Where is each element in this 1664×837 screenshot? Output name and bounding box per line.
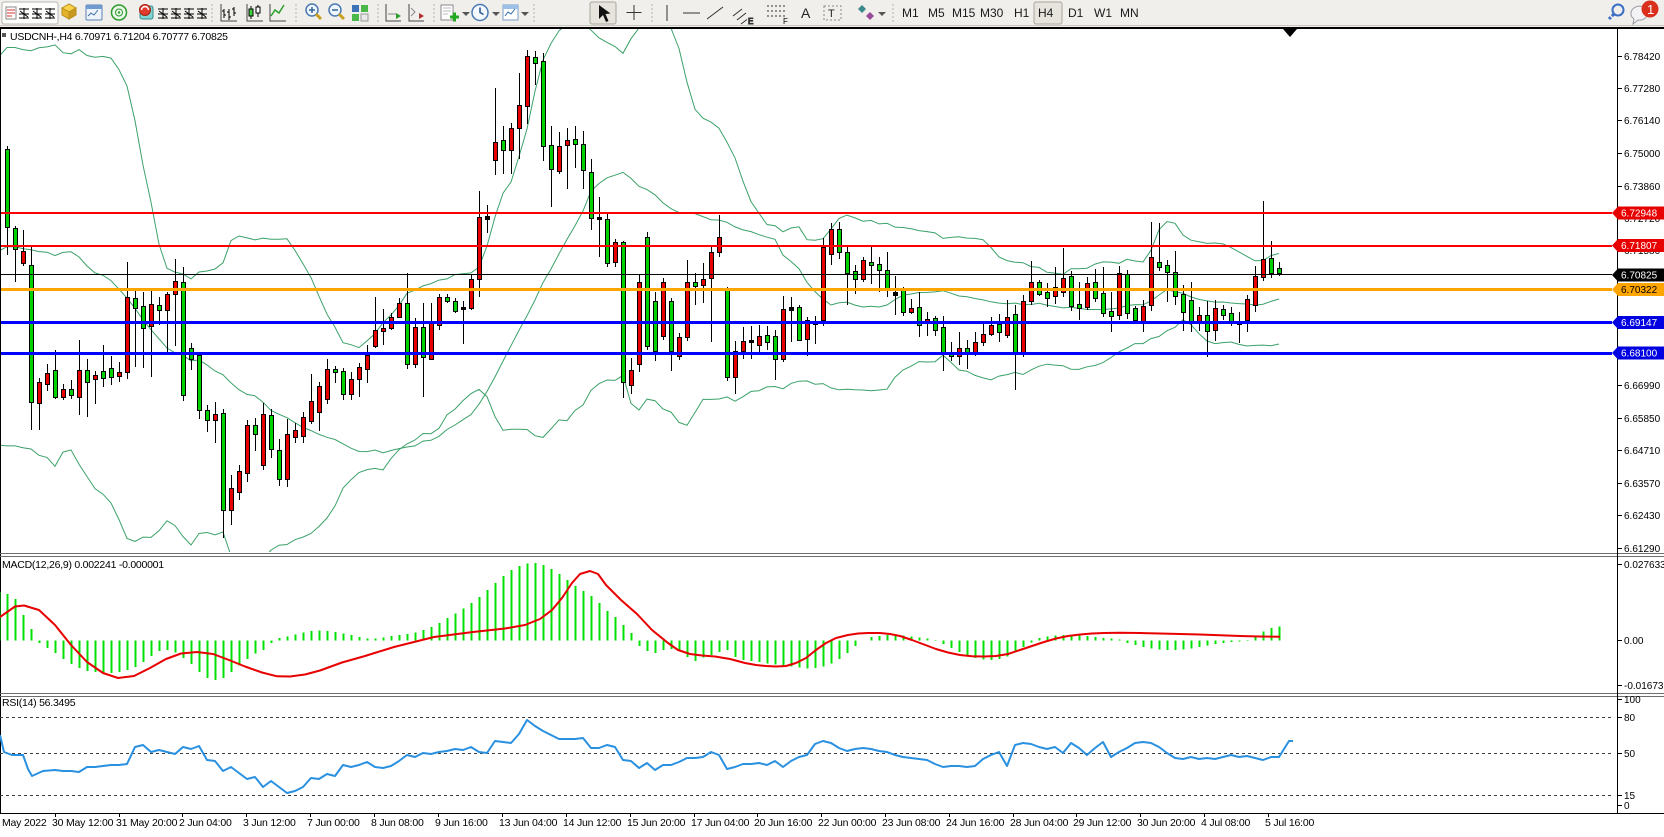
svg-text:6.66990: 6.66990 — [1624, 381, 1661, 392]
svg-text:13 Jun 04:00: 13 Jun 04:00 — [499, 817, 558, 829]
svg-text:1: 1 — [1647, 2, 1654, 17]
svg-text:6.78420: 6.78420 — [1624, 52, 1661, 63]
svg-text:6.62430: 6.62430 — [1624, 511, 1661, 522]
svg-text:H1: H1 — [1014, 6, 1030, 20]
svg-text:MACD(12,26,9) 0.002241 -0.0000: MACD(12,26,9) 0.002241 -0.000001 — [2, 559, 164, 571]
svg-text:6.70322: 6.70322 — [1621, 285, 1658, 296]
svg-text:20 Jun 16:00: 20 Jun 16:00 — [754, 817, 813, 829]
svg-text:6.77280: 6.77280 — [1624, 84, 1661, 95]
svg-text:4 Jul 08:00: 4 Jul 08:00 — [1201, 817, 1251, 829]
svg-text:USDCNH-,H4 6.70971 6.71204 6.: USDCNH-,H4 6.70971 6.71204 6.70777 6.708… — [10, 31, 228, 43]
svg-text:6.63570: 6.63570 — [1624, 479, 1661, 490]
svg-text:23 Jun 08:00: 23 Jun 08:00 — [882, 817, 941, 829]
svg-text:A: A — [801, 5, 811, 21]
svg-text:0: 0 — [1624, 801, 1630, 812]
svg-text:6.65850: 6.65850 — [1624, 414, 1661, 425]
svg-text:6.69147: 6.69147 — [1621, 318, 1658, 329]
svg-text:30 Jun 20:00: 30 Jun 20:00 — [1137, 817, 1196, 829]
svg-text:17 Jun 04:00: 17 Jun 04:00 — [691, 817, 750, 829]
svg-text:7 Jun 00:00: 7 Jun 00:00 — [307, 817, 360, 829]
svg-text:6.61290: 6.61290 — [1624, 544, 1661, 555]
svg-text:6.70825: 6.70825 — [1621, 271, 1658, 282]
svg-text:3 Jun 12:00: 3 Jun 12:00 — [243, 817, 296, 829]
svg-text:24 Jun 16:00: 24 Jun 16:00 — [946, 817, 1005, 829]
svg-text:RSI(14) 56.3495: RSI(14) 56.3495 — [2, 697, 76, 709]
svg-text:T: T — [828, 8, 835, 20]
svg-text:8 Jun 08:00: 8 Jun 08:00 — [371, 817, 424, 829]
svg-text:M15: M15 — [952, 6, 976, 20]
svg-text:6.73860: 6.73860 — [1624, 182, 1661, 193]
svg-text:6.71807: 6.71807 — [1621, 241, 1658, 252]
svg-text:9 Jun 16:00: 9 Jun 16:00 — [435, 817, 488, 829]
svg-text:6.64710: 6.64710 — [1624, 446, 1661, 457]
svg-text:29 Jun 12:00: 29 Jun 12:00 — [1073, 817, 1132, 829]
svg-text:W1: W1 — [1094, 6, 1112, 20]
svg-text:50: 50 — [1624, 749, 1636, 760]
svg-text:22 Jun 00:00: 22 Jun 00:00 — [818, 817, 877, 829]
svg-text:0.00: 0.00 — [1624, 636, 1644, 647]
svg-text:100: 100 — [1624, 695, 1641, 706]
svg-text:30 May 12:00: 30 May 12:00 — [52, 817, 114, 829]
svg-text:D1: D1 — [1068, 6, 1084, 20]
svg-text:May 2022: May 2022 — [2, 817, 47, 829]
svg-text:15: 15 — [1624, 791, 1636, 802]
svg-text:MN: MN — [1120, 6, 1139, 20]
svg-text:80: 80 — [1624, 713, 1636, 724]
svg-text:6.75000: 6.75000 — [1624, 149, 1661, 160]
svg-text:31 May 20:00: 31 May 20:00 — [116, 817, 178, 829]
svg-text:M1: M1 — [902, 6, 919, 20]
svg-text:0.027633: 0.027633 — [1624, 560, 1664, 571]
svg-text:15 Jun 20:00: 15 Jun 20:00 — [627, 817, 686, 829]
svg-text:28 Jun 04:00: 28 Jun 04:00 — [1010, 817, 1069, 829]
svg-text:E: E — [748, 17, 753, 26]
svg-text:6.72948: 6.72948 — [1621, 209, 1658, 220]
svg-text:H4: H4 — [1038, 6, 1054, 20]
svg-text:2 Jun 04:00: 2 Jun 04:00 — [179, 817, 232, 829]
svg-text:M30: M30 — [980, 6, 1004, 20]
svg-text:5 Jul 16:00: 5 Jul 16:00 — [1265, 817, 1315, 829]
svg-text:6.76140: 6.76140 — [1624, 116, 1661, 127]
svg-text:6.68100: 6.68100 — [1621, 349, 1658, 360]
svg-text:M5: M5 — [928, 6, 945, 20]
svg-text:-0.016736: -0.016736 — [1624, 681, 1664, 692]
svg-text:14 Jun 12:00: 14 Jun 12:00 — [563, 817, 622, 829]
svg-text:F: F — [783, 17, 788, 26]
